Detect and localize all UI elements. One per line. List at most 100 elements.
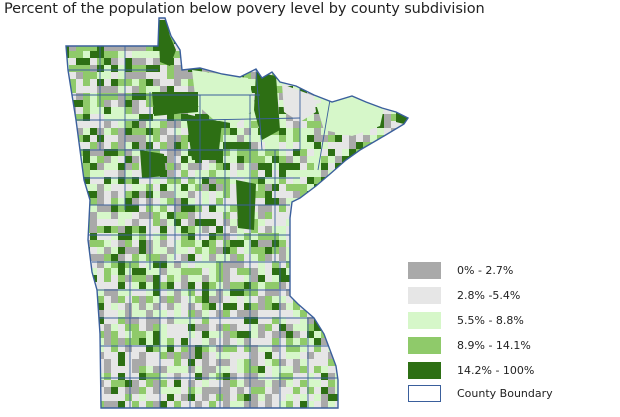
subdivision-cell — [167, 296, 175, 304]
subdivision-cell — [209, 289, 217, 297]
subdivision-cell — [181, 268, 189, 276]
subdivision-cell — [125, 324, 133, 332]
subdivision-cell — [349, 37, 357, 45]
subdivision-cell — [272, 331, 280, 339]
subdivision-cell — [384, 275, 392, 283]
subdivision-cell — [251, 135, 259, 143]
subdivision-cell — [104, 51, 112, 59]
subdivision-cell — [314, 268, 322, 276]
subdivision-cell — [132, 373, 140, 381]
subdivision-cell — [230, 380, 238, 388]
subdivision-cell — [111, 219, 119, 227]
subdivision-cell — [356, 394, 364, 402]
subdivision-cell — [132, 380, 140, 388]
subdivision-cell — [244, 380, 252, 388]
subdivision-cell — [97, 37, 105, 45]
subdivision-cell — [265, 177, 273, 185]
subdivision-cell — [377, 65, 385, 73]
subdivision-cell — [279, 338, 287, 346]
subdivision-cell — [69, 324, 77, 332]
subdivision-cell — [314, 296, 322, 304]
subdivision-cell — [391, 268, 399, 276]
subdivision-cell — [139, 352, 147, 360]
subdivision-cell — [370, 51, 378, 59]
subdivision-cell — [363, 275, 371, 283]
subdivision-cell — [244, 254, 252, 262]
subdivision-cell — [272, 345, 280, 353]
subdivision-cell — [391, 247, 399, 255]
subdivision-cell — [174, 163, 182, 171]
subdivision-cell — [349, 205, 357, 213]
subdivision-cell — [251, 44, 259, 52]
subdivision-cell — [370, 282, 378, 290]
subdivision-cell — [202, 247, 210, 255]
subdivision-cell — [125, 86, 133, 94]
subdivision-cell — [272, 177, 280, 185]
subdivision-cell — [412, 114, 419, 121]
subdivision-cell — [104, 149, 112, 157]
subdivision-cell — [258, 338, 266, 346]
subdivision-cell — [384, 240, 392, 248]
subdivision-cell — [307, 373, 315, 381]
subdivision-cell — [391, 51, 399, 59]
subdivision-cell — [118, 408, 125, 413]
subdivision-cell — [391, 275, 399, 283]
subdivision-cell — [363, 65, 371, 73]
subdivision-cell — [66, 191, 70, 199]
subdivision-cell — [363, 331, 371, 339]
subdivision-cell — [104, 191, 112, 199]
subdivision-cell — [342, 163, 350, 171]
subdivision-cell — [118, 380, 126, 388]
subdivision-cell — [314, 282, 322, 290]
subdivision-cell — [118, 79, 126, 87]
subdivision-cell — [363, 170, 371, 178]
subdivision-cell — [216, 205, 224, 213]
subdivision-cell — [83, 51, 91, 59]
subdivision-cell — [83, 352, 91, 360]
subdivision-cell — [265, 233, 273, 241]
subdivision-cell — [251, 114, 259, 122]
subdivision-cell — [118, 317, 126, 325]
subdivision-cell — [328, 86, 336, 94]
subdivision-cell — [286, 37, 294, 45]
subdivision-cell — [104, 142, 112, 150]
subdivision-cell — [146, 65, 154, 73]
subdivision-cell — [90, 170, 98, 178]
subdivision-cell — [286, 51, 294, 59]
subdivision-cell — [377, 275, 385, 283]
subdivision-cell — [300, 226, 308, 234]
subdivision-cell — [391, 345, 399, 353]
subdivision-cell — [83, 177, 91, 185]
subdivision-cell — [349, 79, 357, 87]
subdivision-cell — [286, 352, 294, 360]
subdivision-cell — [125, 163, 133, 171]
subdivision-cell — [328, 156, 336, 164]
subdivision-cell — [258, 289, 266, 297]
subdivision-cell — [76, 128, 84, 136]
subdivision-cell — [132, 44, 140, 52]
subdivision-cell — [139, 37, 147, 45]
subdivision-cell — [377, 373, 385, 381]
subdivision-cell — [104, 275, 112, 283]
subdivision-cell — [118, 324, 126, 332]
subdivision-cell — [111, 37, 119, 45]
subdivision-cell — [139, 205, 147, 213]
subdivision-cell — [139, 177, 147, 185]
subdivision-cell — [412, 254, 419, 261]
subdivision-cell — [167, 79, 175, 87]
subdivision-cell — [97, 65, 105, 73]
subdivision-cell — [104, 72, 112, 80]
subdivision-cell — [307, 149, 315, 157]
subdivision-cell — [146, 317, 154, 325]
subdivision-cell — [188, 170, 196, 178]
subdivision-cell — [111, 23, 119, 31]
subdivision-cell — [111, 65, 119, 73]
subdivision-cell — [391, 149, 399, 157]
subdivision-cell — [300, 345, 308, 353]
subdivision-cell — [90, 387, 98, 395]
subdivision-cell — [230, 310, 238, 318]
subdivision-cell — [202, 345, 210, 353]
subdivision-cell — [391, 338, 399, 346]
